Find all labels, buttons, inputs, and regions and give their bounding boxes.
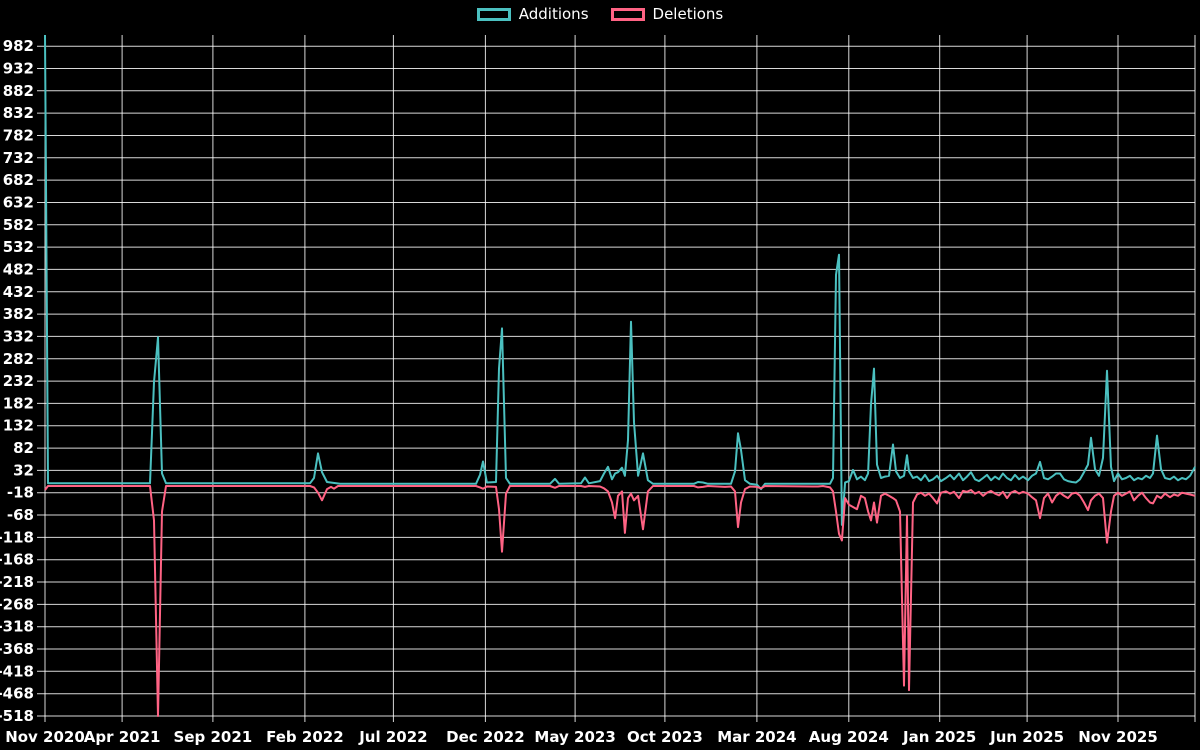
svg-text:-118: -118 [0, 528, 34, 546]
svg-text:-368: -368 [0, 640, 34, 658]
svg-text:532: 532 [3, 238, 34, 256]
svg-text:132: 132 [3, 417, 34, 435]
svg-text:582: 582 [3, 216, 34, 234]
svg-text:332: 332 [3, 327, 34, 345]
svg-text:Mar 2024: Mar 2024 [717, 728, 796, 746]
svg-text:-468: -468 [0, 685, 34, 703]
svg-text:82: 82 [13, 439, 34, 457]
svg-text:Jan 2025: Jan 2025 [902, 728, 976, 746]
svg-text:182: 182 [3, 394, 34, 412]
svg-text:782: 782 [3, 127, 34, 145]
deletions-swatch-icon [610, 8, 645, 21]
svg-text:Nov 2025: Nov 2025 [1078, 728, 1158, 746]
svg-text:232: 232 [3, 372, 34, 390]
svg-text:432: 432 [3, 283, 34, 301]
svg-text:732: 732 [3, 149, 34, 167]
svg-text:Nov 2020: Nov 2020 [5, 728, 85, 746]
chart-legend: Additions Deletions [0, 6, 1200, 23]
svg-text:-268: -268 [0, 595, 34, 613]
svg-text:Oct 2023: Oct 2023 [627, 728, 703, 746]
svg-text:Jul 2022: Jul 2022 [358, 728, 427, 746]
svg-text:Feb 2022: Feb 2022 [266, 728, 344, 746]
svg-text:-168: -168 [0, 551, 34, 569]
svg-text:-418: -418 [0, 662, 34, 680]
svg-text:Aug 2024: Aug 2024 [809, 728, 889, 746]
svg-text:Dec 2022: Dec 2022 [446, 728, 525, 746]
svg-text:882: 882 [3, 82, 34, 100]
svg-text:-18: -18 [7, 484, 34, 502]
svg-text:832: 832 [3, 104, 34, 122]
svg-text:-68: -68 [7, 506, 34, 524]
svg-text:482: 482 [3, 260, 34, 278]
svg-text:632: 632 [3, 194, 34, 212]
svg-text:-318: -318 [0, 618, 34, 636]
svg-text:982: 982 [3, 37, 34, 55]
additions-swatch-icon [476, 8, 511, 21]
svg-text:Jun 2025: Jun 2025 [989, 728, 1064, 746]
svg-text:282: 282 [3, 350, 34, 368]
svg-text:-218: -218 [0, 573, 34, 591]
legend-item-additions[interactable]: Additions [476, 5, 589, 23]
svg-text:932: 932 [3, 60, 34, 78]
svg-text:682: 682 [3, 171, 34, 189]
legend-label-additions: Additions [518, 5, 589, 23]
svg-text:-518: -518 [0, 707, 34, 725]
svg-text:Apr 2021: Apr 2021 [84, 728, 161, 746]
svg-text:382: 382 [3, 305, 34, 323]
legend-item-deletions[interactable]: Deletions [610, 5, 724, 23]
svg-text:May 2023: May 2023 [534, 728, 615, 746]
legend-label-deletions: Deletions [652, 5, 724, 23]
svg-text:32: 32 [13, 461, 34, 479]
svg-text:Sep 2021: Sep 2021 [174, 728, 253, 746]
